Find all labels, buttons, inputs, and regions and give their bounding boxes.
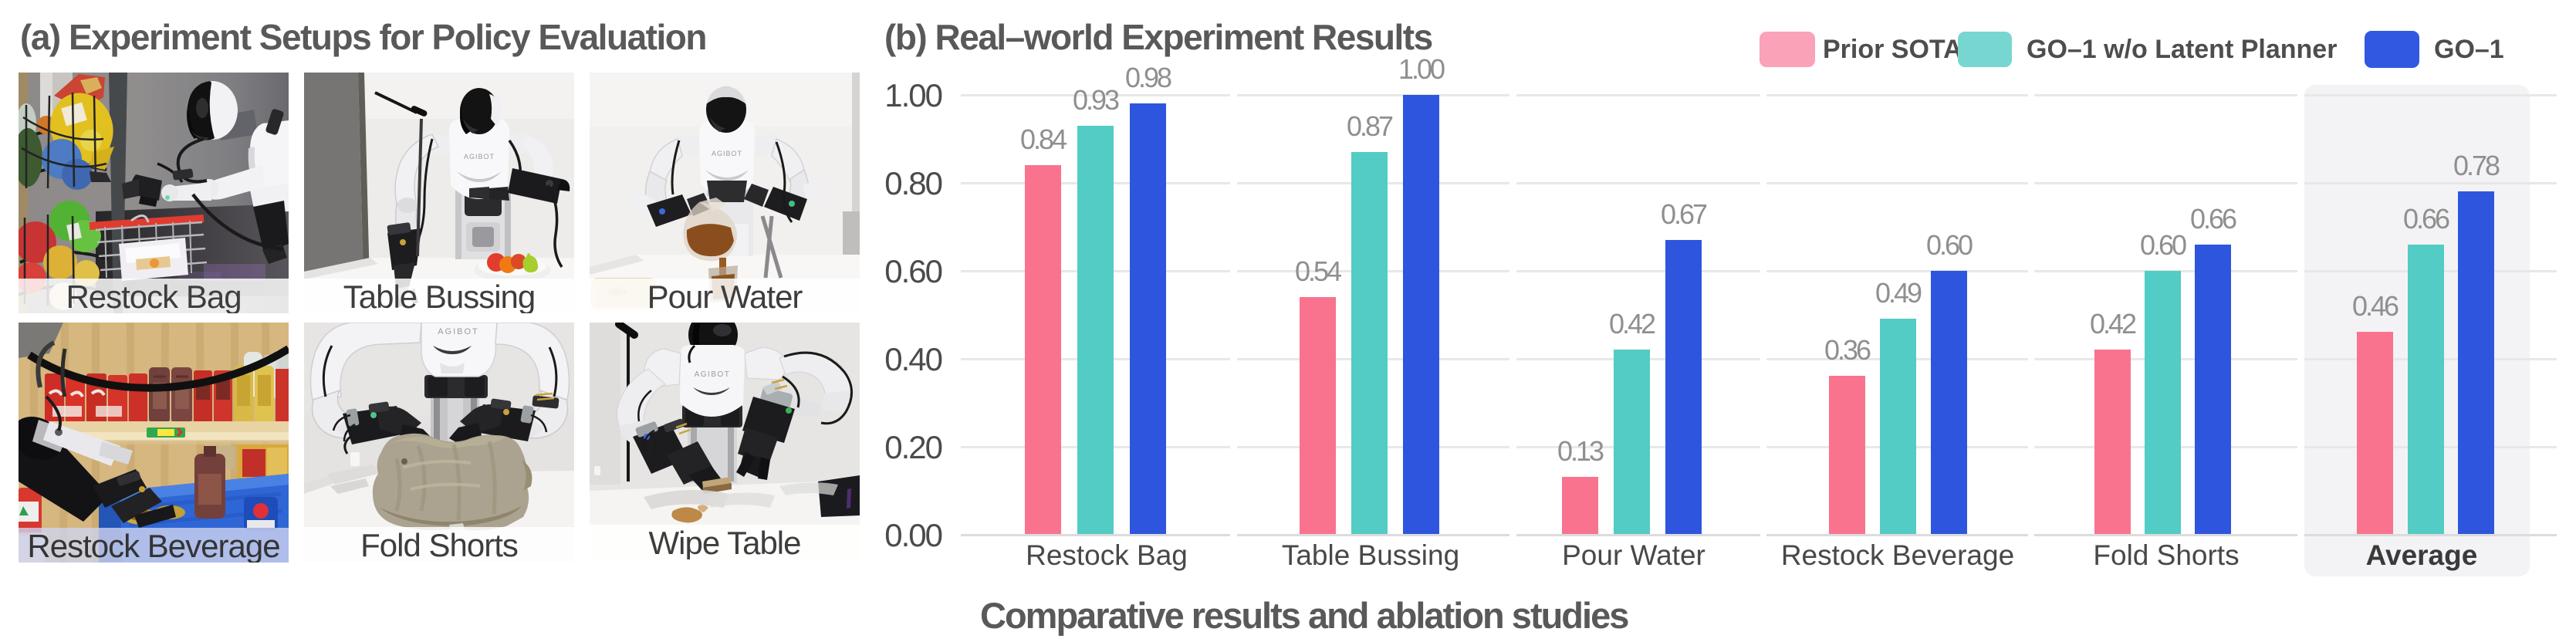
svg-text:AGIBOT: AGIBOT	[464, 153, 495, 160]
svg-text:AGIBOT: AGIBOT	[438, 327, 479, 336]
svg-text:AGIBOT: AGIBOT	[695, 370, 731, 379]
svg-text:AGIBOT: AGIBOT	[712, 150, 742, 157]
